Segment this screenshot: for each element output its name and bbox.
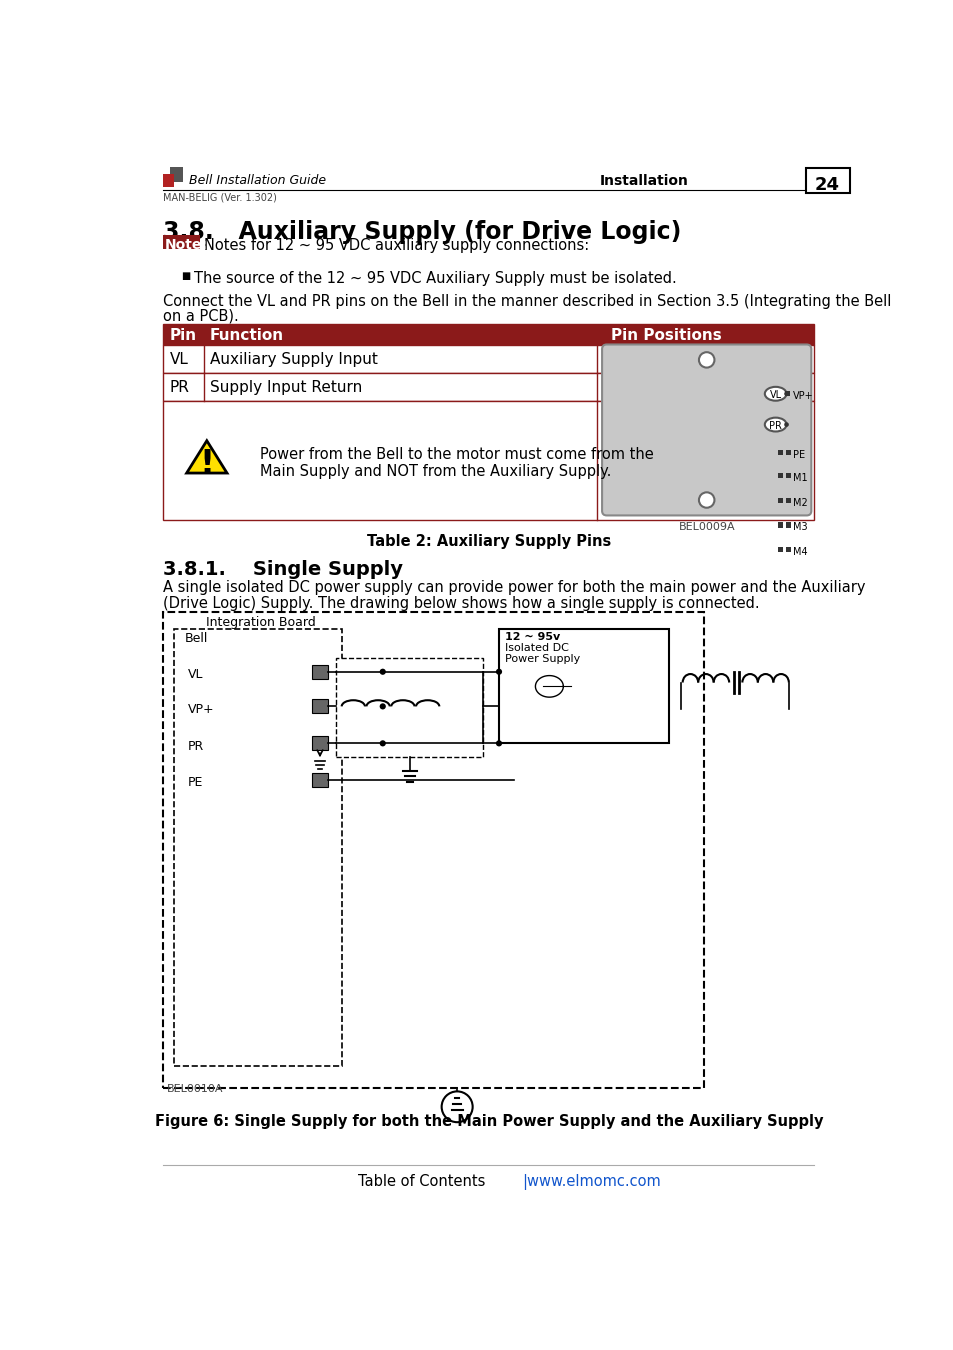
Text: M4: M4 [792,547,806,558]
Circle shape [379,740,385,747]
Text: Note:: Note: [165,238,208,252]
Bar [163,174,174,186]
Text: Figure 6: Single Supply for both the Main Power Supply and the Auxiliary Supply: Figure 6: Single Supply for both the Mai… [154,1115,822,1130]
Text: BEL0009A: BEL0009A [678,521,734,532]
Text: Supply Input Return: Supply Input Return [210,379,362,396]
Circle shape [496,740,501,747]
Text: VL: VL [769,390,781,400]
Text: VL: VL [170,352,189,367]
Bar [778,547,782,552]
Text: PR: PR [768,421,781,431]
Text: PR: PR [188,740,204,752]
Text: Function: Function [210,328,284,343]
Bar [163,401,814,520]
Bar [785,498,790,504]
Bar [163,235,199,248]
Text: M3: M3 [792,522,806,532]
Circle shape [441,1091,472,1122]
Circle shape [699,352,714,367]
Bar [785,472,790,478]
Text: PE: PE [792,450,804,460]
Text: Connect the VL and PR pins on the Bell in the manner described in Section 3.5 (I: Connect the VL and PR pins on the Bell i… [163,294,891,309]
Text: 3.8.1.    Single Supply: 3.8.1. Single Supply [163,560,403,579]
Bar [174,629,341,1066]
Bar [805,169,849,193]
Ellipse shape [764,417,785,432]
Circle shape [783,423,788,427]
Text: Pin Positions: Pin Positions [611,328,721,343]
Bar [312,774,328,787]
Text: Notes for 12 ~ 95 VDC auxiliary supply connections:: Notes for 12 ~ 95 VDC auxiliary supply c… [204,238,589,254]
Text: VP+: VP+ [188,702,214,716]
Text: VL: VL [188,668,204,680]
Text: Power Supply: Power Supply [505,653,579,664]
FancyBboxPatch shape [601,344,810,516]
Text: Pin: Pin [170,328,196,343]
Circle shape [783,392,788,396]
Text: !: ! [199,448,214,481]
Text: ■: ■ [181,271,191,281]
Text: PR: PR [170,379,190,396]
Text: Integration Board: Integration Board [206,616,315,629]
Text: |www.elmomc.com: |www.elmomc.com [521,1173,660,1189]
Text: M1: M1 [792,472,806,483]
Bar [312,699,328,713]
Bar [778,522,782,528]
Text: Power from the Bell to the motor must come from the: Power from the Bell to the motor must co… [260,447,654,462]
Circle shape [379,703,385,710]
Text: Auxiliary Supply Input: Auxiliary Supply Input [210,352,377,367]
Polygon shape [187,440,227,472]
Circle shape [379,668,385,675]
Bar [163,346,814,373]
Bar [163,324,814,346]
Text: 24: 24 [814,176,840,194]
Circle shape [496,668,501,675]
Text: The source of the 12 ~ 95 VDC Auxiliary Supply must be isolated.: The source of the 12 ~ 95 VDC Auxiliary … [193,271,676,286]
Text: Bell: Bell [185,632,209,645]
Circle shape [699,493,714,508]
Text: Table 2: Auxiliary Supply Pins: Table 2: Auxiliary Supply Pins [366,533,611,549]
Bar [163,613,703,1088]
Text: Installation: Installation [599,174,688,188]
Bar [163,373,814,401]
Text: Bell Installation Guide: Bell Installation Guide [189,174,326,186]
Bar [778,450,782,455]
Bar [171,166,183,182]
Ellipse shape [764,387,785,401]
Bar [785,547,790,552]
Text: Main Supply and NOT from the Auxiliary Supply.: Main Supply and NOT from the Auxiliary S… [260,464,611,479]
Bar [778,498,782,504]
Text: VP+: VP+ [792,390,813,401]
Text: BEL0010A: BEL0010A [167,1084,223,1095]
Text: A single isolated DC power supply can provide power for both the main power and : A single isolated DC power supply can pr… [163,580,865,595]
Text: Table of Contents: Table of Contents [357,1173,485,1189]
Text: on a PCB).: on a PCB). [163,308,239,323]
Bar [778,472,782,478]
Text: 12 ~ 95v: 12 ~ 95v [505,632,559,643]
Text: Isolated DC: Isolated DC [505,643,569,653]
Bar [785,450,790,455]
Bar [312,736,328,751]
Text: MAN-BELIG (Ver. 1.302): MAN-BELIG (Ver. 1.302) [163,192,277,202]
Bar [312,664,328,679]
Text: (Drive Logic) Supply. The drawing below shows how a single supply is connected.: (Drive Logic) Supply. The drawing below … [163,595,760,610]
Bar [784,390,790,396]
Bar [335,657,483,757]
Text: PE: PE [188,776,203,790]
Text: 3.8.   Auxiliary Supply (for Drive Logic): 3.8. Auxiliary Supply (for Drive Logic) [163,220,681,244]
Bar [785,522,790,528]
Text: M2: M2 [792,498,806,508]
Bar [498,629,669,744]
